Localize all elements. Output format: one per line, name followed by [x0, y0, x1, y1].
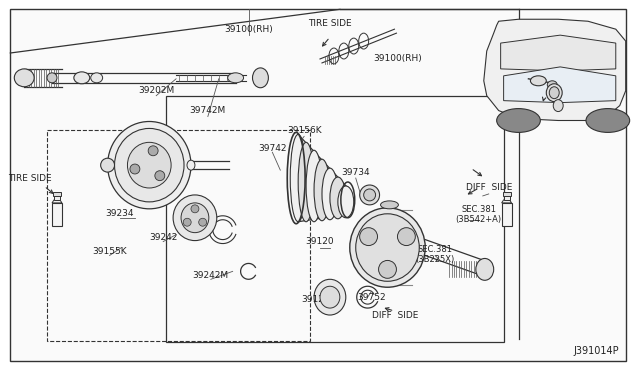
- Text: 39100(RH): 39100(RH): [224, 25, 273, 34]
- Polygon shape: [502, 203, 511, 226]
- Ellipse shape: [397, 228, 415, 246]
- Text: 39100(RH): 39100(RH): [373, 54, 422, 64]
- Ellipse shape: [553, 100, 563, 112]
- Ellipse shape: [350, 208, 425, 287]
- Text: SEC.381
(3B225X): SEC.381 (3B225X): [415, 245, 455, 264]
- Ellipse shape: [91, 73, 102, 83]
- Polygon shape: [52, 203, 62, 226]
- Ellipse shape: [290, 134, 306, 222]
- Bar: [166, 96, 504, 342]
- Ellipse shape: [314, 279, 346, 315]
- Polygon shape: [500, 35, 616, 71]
- Polygon shape: [504, 67, 616, 103]
- Text: J391014P: J391014P: [573, 346, 619, 356]
- Text: 39202M: 39202M: [138, 86, 174, 95]
- Text: 39742M: 39742M: [189, 106, 226, 115]
- Bar: [47, 131, 310, 341]
- Text: DIFF  SIDE: DIFF SIDE: [465, 183, 512, 192]
- Ellipse shape: [187, 160, 195, 170]
- Ellipse shape: [14, 69, 34, 87]
- Polygon shape: [484, 19, 626, 121]
- Polygon shape: [52, 200, 62, 203]
- Ellipse shape: [298, 142, 314, 222]
- Ellipse shape: [148, 146, 158, 156]
- Ellipse shape: [586, 109, 630, 132]
- Text: 39242: 39242: [149, 233, 177, 242]
- Ellipse shape: [130, 164, 140, 174]
- Ellipse shape: [253, 68, 268, 88]
- Ellipse shape: [115, 128, 184, 202]
- Ellipse shape: [364, 189, 376, 201]
- Ellipse shape: [547, 81, 557, 89]
- Text: 39120: 39120: [306, 237, 334, 246]
- Ellipse shape: [381, 201, 399, 209]
- Ellipse shape: [330, 177, 346, 219]
- Polygon shape: [502, 192, 511, 196]
- Ellipse shape: [181, 203, 209, 232]
- Ellipse shape: [155, 171, 164, 181]
- Text: 39155K: 39155K: [92, 247, 127, 256]
- Ellipse shape: [338, 186, 354, 218]
- Ellipse shape: [320, 286, 340, 308]
- Ellipse shape: [378, 260, 396, 278]
- Ellipse shape: [476, 259, 493, 280]
- Ellipse shape: [360, 185, 380, 205]
- Text: 39742: 39742: [258, 144, 287, 153]
- Ellipse shape: [306, 150, 322, 222]
- Text: 39234: 39234: [105, 209, 134, 218]
- Text: 39126: 39126: [301, 295, 330, 304]
- Ellipse shape: [47, 73, 57, 83]
- Polygon shape: [504, 196, 509, 200]
- Ellipse shape: [360, 228, 378, 246]
- Ellipse shape: [108, 122, 191, 209]
- Text: 39752: 39752: [357, 293, 386, 302]
- Text: 39734: 39734: [341, 168, 370, 177]
- Ellipse shape: [314, 159, 330, 221]
- Ellipse shape: [127, 142, 171, 188]
- Ellipse shape: [100, 158, 115, 172]
- Ellipse shape: [228, 73, 244, 83]
- Text: 39156K: 39156K: [287, 126, 321, 135]
- Ellipse shape: [322, 168, 338, 220]
- Ellipse shape: [183, 218, 191, 226]
- Text: 39242M: 39242M: [193, 271, 229, 280]
- Ellipse shape: [198, 218, 207, 226]
- Polygon shape: [502, 200, 511, 203]
- Ellipse shape: [497, 109, 540, 132]
- Ellipse shape: [74, 72, 90, 84]
- Ellipse shape: [356, 214, 419, 281]
- Ellipse shape: [531, 76, 547, 86]
- Ellipse shape: [547, 84, 562, 102]
- Polygon shape: [53, 192, 61, 196]
- Text: TIRE SIDE: TIRE SIDE: [8, 174, 52, 183]
- Ellipse shape: [191, 205, 199, 213]
- Ellipse shape: [173, 195, 217, 241]
- Text: SEC.381
(3B542+A): SEC.381 (3B542+A): [456, 205, 502, 224]
- Text: TIRE SIDE: TIRE SIDE: [308, 19, 352, 28]
- Ellipse shape: [549, 87, 559, 99]
- Text: 39125: 39125: [155, 156, 184, 165]
- Polygon shape: [54, 196, 60, 200]
- Text: DIFF  SIDE: DIFF SIDE: [372, 311, 419, 320]
